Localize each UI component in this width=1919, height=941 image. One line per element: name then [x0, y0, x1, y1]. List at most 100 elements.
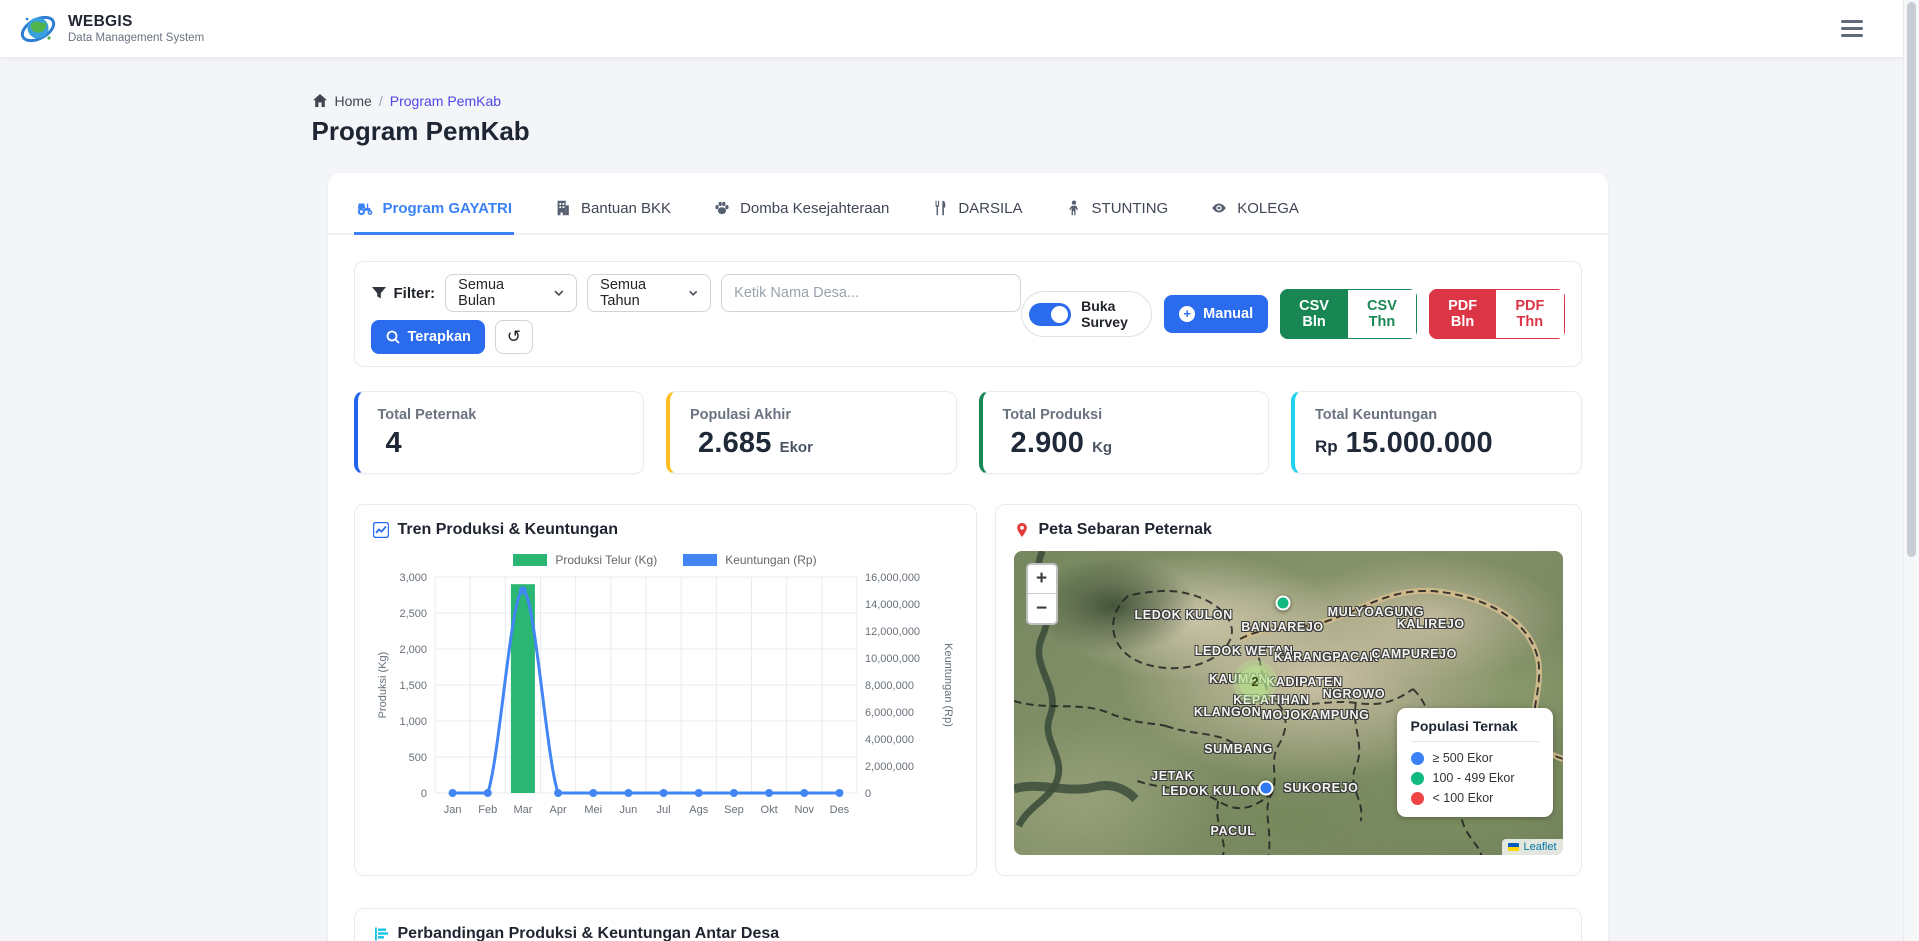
home-icon [312, 93, 328, 109]
svg-text:Jan: Jan [443, 804, 461, 816]
map-village-label: LEDOK KULON [1135, 608, 1233, 622]
map-legend-title: Populasi Ternak [1411, 718, 1539, 734]
reset-icon: ↺ [507, 327, 521, 346]
map-village-label: JETAK [1151, 769, 1194, 783]
brand-title: WEBGIS [68, 13, 204, 31]
legend-dot-icon [1411, 752, 1424, 765]
map-village-label: KARANGPACAR [1274, 650, 1379, 664]
pdf-month-button[interactable]: PDF Bln [1429, 289, 1496, 339]
survey-toggle-label: Buka Survey [1081, 298, 1135, 330]
map-point-marker[interactable] [1275, 595, 1290, 610]
map-point-marker[interactable] [1259, 781, 1274, 796]
zoom-in-button[interactable]: + [1028, 565, 1056, 594]
svg-text:2,500: 2,500 [399, 608, 427, 620]
map-village-label: SUMBANG [1204, 742, 1273, 756]
map-cluster-marker[interactable]: 2 [1239, 666, 1271, 698]
svg-text:Okt: Okt [760, 804, 777, 816]
breadcrumb-home-link[interactable]: Home [335, 93, 372, 109]
apply-filter-button[interactable]: Terapkan [371, 320, 485, 354]
page-title: Program PemKab [312, 116, 1608, 147]
month-select-value: Semua Bulan [458, 277, 542, 309]
manual-button[interactable]: + Manual [1164, 295, 1268, 333]
brand[interactable]: WEBGIS Data Management System [18, 9, 204, 49]
tab-domba-kesejahteraan[interactable]: Domba Kesejahteraan [711, 187, 891, 235]
stat-prefix: Rp [1315, 437, 1338, 457]
stat-card-total-produksi: Total Produksi 2.900Kg [979, 391, 1270, 474]
survey-toggle-switch[interactable] [1029, 303, 1071, 326]
breadcrumb-current: Program PemKab [390, 93, 501, 109]
csv-month-button[interactable]: CSV Bln [1280, 289, 1348, 339]
svg-text:16,000,000: 16,000,000 [865, 572, 920, 584]
month-select[interactable]: Semua Bulan [445, 274, 577, 312]
legend-item-produksi[interactable]: Produksi Telur (Kg) [513, 553, 657, 567]
map-attribution: Leaflet [1502, 839, 1562, 855]
tab-darsila[interactable]: DARSILA [929, 187, 1024, 235]
building-icon [554, 199, 572, 217]
tab-stunting[interactable]: STUNTING [1063, 187, 1171, 235]
svg-text:4,000,000: 4,000,000 [865, 734, 914, 746]
stat-label: Total Peternak [378, 407, 624, 423]
stat-value: 2.685 [698, 427, 772, 460]
map-village-label: KALIREJO [1397, 617, 1465, 631]
comparison-chart-panel: Perbandingan Produksi & Keuntungan Antar… [354, 908, 1582, 941]
tab-kolega[interactable]: KOLEGA [1208, 187, 1301, 235]
reset-filter-button[interactable]: ↺ [495, 320, 533, 354]
filter-label: Filter: [394, 285, 436, 302]
svg-text:1,000: 1,000 [399, 716, 427, 728]
utensils-icon [931, 199, 949, 217]
legend-label: Keuntungan (Rp) [725, 553, 816, 567]
funnel-icon [371, 285, 387, 301]
svg-text:Produksi (Kg): Produksi (Kg) [377, 652, 389, 719]
svg-text:Sep: Sep [724, 804, 744, 816]
pdf-export-group: PDF Bln PDF Thn [1429, 289, 1565, 339]
svg-text:0: 0 [865, 788, 871, 800]
svg-text:Ags: Ags [689, 804, 708, 816]
plus-circle-icon: + [1179, 306, 1195, 322]
map-village-label: CAMPUREJO [1372, 647, 1457, 661]
csv-year-button[interactable]: CSV Thn [1348, 289, 1417, 339]
breadcrumb-separator: / [379, 93, 383, 109]
leaflet-link[interactable]: Leaflet [1523, 841, 1556, 853]
tab-program-gayatri[interactable]: Program GAYATRI [354, 187, 515, 235]
map-title: Peta Sebaran Peternak [1039, 521, 1212, 539]
map-legend-item: ≥ 500 Ekor [1411, 751, 1539, 765]
stat-value: 4 [386, 427, 402, 460]
village-search-input[interactable] [721, 274, 1021, 312]
svg-text:6,000,000: 6,000,000 [865, 707, 914, 719]
ukraine-flag-icon [1508, 843, 1519, 851]
leaflet-map[interactable]: + − Populasi Ternak ≥ 500 Ekor100 - 499 … [1014, 551, 1563, 855]
hamburger-menu-icon[interactable] [1835, 14, 1869, 43]
paw-icon [713, 199, 731, 217]
svg-text:Mar: Mar [513, 804, 532, 816]
legend-item-keuntungan[interactable]: Keuntungan (Rp) [683, 553, 816, 567]
brand-subtitle: Data Management System [68, 32, 204, 44]
stat-label: Total Produksi [1003, 407, 1249, 423]
map-legend: Populasi Ternak ≥ 500 Ekor100 - 499 Ekor… [1397, 708, 1553, 817]
zoom-out-button[interactable]: − [1028, 594, 1056, 623]
page-scrollbar[interactable] [1903, 0, 1919, 941]
legend-label: Produksi Telur (Kg) [555, 553, 657, 567]
eye-icon [1210, 199, 1228, 217]
stat-card-populasi-akhir: Populasi Akhir 2.685Ekor [666, 391, 957, 474]
map-panel: Peta Sebaran Peternak [995, 504, 1582, 876]
stat-value: 2.900 [1011, 427, 1085, 460]
svg-text:500: 500 [408, 752, 426, 764]
chevron-down-icon [553, 287, 565, 299]
legend-dot-icon [1411, 792, 1424, 805]
tab-label: Program GAYATRI [383, 200, 513, 217]
tab-label: Bantuan BKK [581, 200, 671, 217]
panels-row: Tren Produksi & Keuntungan Produksi Telu… [354, 504, 1582, 876]
stats-row: Total Peternak 4 Populasi Akhir 2.685Eko… [354, 391, 1582, 474]
svg-text:Keuntungan (Rp): Keuntungan (Rp) [942, 643, 954, 727]
tractor-icon [356, 199, 374, 217]
map-village-label: PACUL [1211, 824, 1256, 838]
map-village-label: LEDOK KULON [1162, 784, 1260, 798]
tab-bantuan-bkk[interactable]: Bantuan BKK [552, 187, 673, 235]
scrollbar-thumb[interactable] [1907, 2, 1916, 557]
map-village-label: SUKOREJO [1283, 781, 1358, 795]
child-icon [1065, 199, 1083, 217]
svg-text:3,000: 3,000 [399, 572, 427, 584]
pdf-year-button[interactable]: PDF Thn [1496, 289, 1564, 339]
year-select[interactable]: Semua Tahun [587, 274, 711, 312]
map-zoom-control: + − [1026, 563, 1058, 625]
